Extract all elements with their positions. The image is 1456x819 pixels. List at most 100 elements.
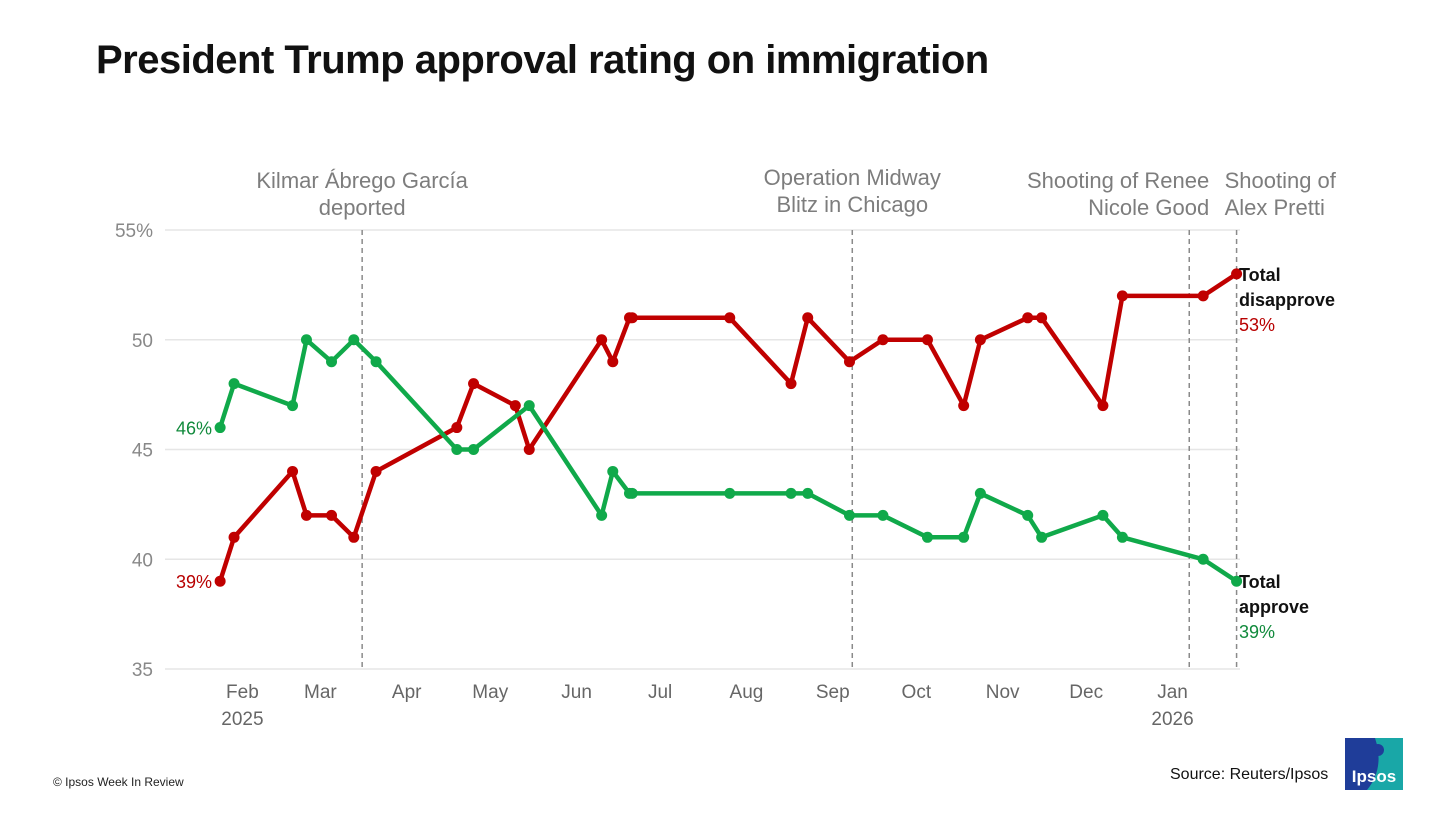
- total-approve-point-27: [1231, 575, 1243, 587]
- total-disapprove-start-value: 39%: [176, 572, 212, 592]
- total-approve-end-name-2: approve: [1239, 597, 1309, 617]
- x-tick-label-apr: Apr: [392, 682, 422, 703]
- total-disapprove-point-11: [596, 334, 608, 346]
- total-disapprove-point-7: [451, 422, 463, 434]
- y-tick-label-55: 55%: [115, 221, 153, 242]
- total-disapprove-point-14: [626, 312, 638, 324]
- total-disapprove-point-17: [802, 312, 814, 324]
- total-approve-point-0: [214, 422, 226, 434]
- total-approve-point-14: [724, 487, 736, 499]
- total-disapprove-point-27: [1197, 290, 1209, 302]
- series-labels: Total disapprove 53% Total approve 39% 39% 46%: [176, 265, 1335, 642]
- total-disapprove-point-18: [843, 356, 855, 368]
- axis-labels: 35 40 45 50 55% Feb 2025 Mar Apr May Jun Jul Aug Sep O…: [115, 221, 1194, 730]
- total-approve-point-20: [958, 531, 970, 543]
- annotation-text-0-0: Kilmar Ábrego García: [256, 168, 468, 193]
- chart-title: President Trump approval rating on immig…: [96, 38, 989, 82]
- total-approve-point-10: [596, 509, 608, 521]
- total-disapprove-point-10: [523, 444, 535, 455]
- total-disapprove-point-4: [326, 509, 338, 521]
- logo-head-icon: [1372, 744, 1384, 756]
- x-tick-label-oct: Oct: [902, 682, 932, 703]
- annotation-text-2-0: Shooting of Renee: [1027, 168, 1209, 193]
- total-approve-point-24: [1097, 509, 1109, 521]
- x-tick-label-feb: Feb: [226, 682, 259, 703]
- total-disapprove-point-0: [214, 575, 226, 587]
- y-tick-label-35: 35: [132, 660, 153, 681]
- total-disapprove-point-23: [1022, 312, 1034, 324]
- total-approve-point-7: [451, 444, 463, 455]
- total-approve-point-3: [300, 334, 312, 346]
- total-approve-point-16: [802, 487, 814, 499]
- x-tick-label-aug: Aug: [730, 682, 764, 703]
- annotation-text-1-0: Operation Midway: [764, 165, 941, 190]
- x-tick-label-mar: Mar: [304, 682, 337, 703]
- x-tick-label-jul: Jul: [648, 682, 672, 703]
- footer-copyright: © Ipsos Week In Review: [53, 775, 184, 789]
- annotation-text-1-1: Blitz in Chicago: [776, 192, 928, 217]
- total-disapprove-end-name-2: disapprove: [1239, 290, 1335, 310]
- total-approve-point-25: [1116, 531, 1128, 543]
- total-approve-point-17: [843, 509, 855, 521]
- total-disapprove-point-20: [921, 334, 933, 346]
- logo-wordmark: Ipsos: [1352, 767, 1396, 786]
- x-tick-label-nov: Nov: [986, 682, 1020, 703]
- x-tick-label-sep: Sep: [816, 682, 850, 703]
- total-approve-point-13: [626, 487, 638, 499]
- total-approve-end-name-1: Total: [1239, 572, 1281, 592]
- total-approve-point-4: [326, 356, 338, 368]
- annotation-text-2-1: Nicole Good: [1088, 195, 1209, 220]
- total-approve-start-value: 46%: [176, 419, 212, 439]
- total-disapprove-point-19: [877, 334, 889, 346]
- total-disapprove-point-16: [785, 378, 797, 390]
- total-disapprove-point-8: [468, 378, 480, 390]
- total-disapprove-point-2: [287, 465, 299, 477]
- total-approve-point-26: [1197, 553, 1209, 565]
- total-approve-point-23: [1036, 531, 1048, 543]
- total-disapprove-point-28: [1231, 268, 1243, 280]
- total-approve-point-15: [785, 487, 797, 499]
- total-approve-point-18: [877, 509, 889, 521]
- total-approve-point-22: [1022, 509, 1034, 521]
- total-approve-point-11: [607, 465, 619, 477]
- annotation-text-3-0: Shooting of: [1225, 168, 1337, 193]
- total-approve-point-2: [287, 400, 299, 412]
- grid-lines: [165, 229, 1240, 670]
- annotation-text-3-1: Alex Pretti: [1225, 195, 1325, 220]
- logo-teal-wedge: [1367, 738, 1403, 790]
- total-approve-point-9: [523, 400, 535, 412]
- x-tick-year-2025: 2025: [221, 709, 263, 730]
- total-disapprove-point-12: [607, 356, 619, 368]
- total-approve-end-value: 39%: [1239, 622, 1275, 642]
- data-series: [214, 268, 1243, 587]
- total-disapprove-point-15: [724, 312, 736, 324]
- ipsos-logo: Ipsos: [1345, 738, 1403, 790]
- x-tick-label-dec: Dec: [1069, 682, 1103, 703]
- total-disapprove-end-value: 53%: [1239, 315, 1275, 335]
- total-approve-line: [217, 337, 1239, 584]
- y-tick-label-45: 45: [132, 441, 153, 462]
- x-tick-year-2026: 2026: [1151, 709, 1193, 730]
- total-disapprove-point-3: [300, 509, 312, 521]
- total-disapprove-point-5: [348, 531, 360, 543]
- total-disapprove-point-6: [370, 465, 382, 477]
- total-approve-point-5: [348, 334, 360, 346]
- total-disapprove-point-22: [974, 334, 986, 346]
- total-disapprove-point-9: [509, 400, 521, 412]
- x-tick-label-jun: Jun: [561, 682, 592, 703]
- total-approve-point-1: [228, 378, 240, 390]
- total-disapprove-end-name-1: Total: [1239, 265, 1281, 285]
- x-tick-label-may: May: [472, 682, 508, 703]
- x-tick-label-jan: Jan: [1157, 682, 1188, 703]
- total-disapprove-point-26: [1116, 290, 1128, 302]
- total-disapprove-point-1: [228, 531, 240, 543]
- y-tick-label-50: 50: [132, 331, 153, 352]
- total-approve-point-19: [921, 531, 933, 543]
- total-approve-point-6: [370, 356, 382, 368]
- annotation-text-0-1: deported: [319, 195, 406, 220]
- total-approve-point-21: [974, 487, 986, 499]
- y-tick-label-40: 40: [132, 550, 153, 571]
- source-note: Source: Reuters/Ipsos: [1170, 766, 1329, 783]
